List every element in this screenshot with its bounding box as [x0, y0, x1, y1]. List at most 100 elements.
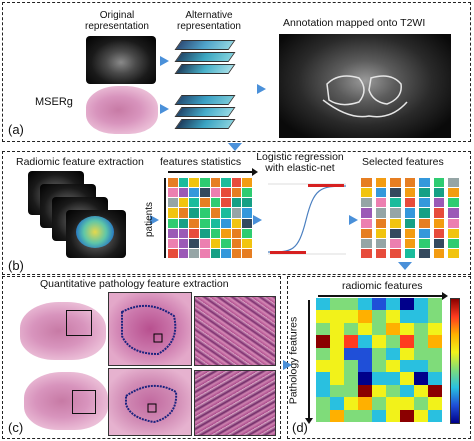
heatmap-cell: [344, 397, 358, 410]
selected-cell: [361, 238, 372, 248]
heatmap-cell: [428, 409, 442, 422]
alt-slab-2: [174, 52, 236, 62]
selected-cell: [404, 218, 416, 228]
heatmap-cell: [372, 372, 386, 385]
arrow-b3: [349, 215, 358, 225]
stats-cell: [189, 178, 199, 188]
heatmap-cell: [414, 310, 428, 323]
stats-cell: [178, 218, 189, 228]
stats-cell: [221, 248, 231, 258]
selected-cell: [433, 248, 445, 258]
pathology-axis-arrowhead: [305, 418, 313, 424]
mserg-label: MSERg: [35, 96, 73, 108]
heatmap-cell: [344, 335, 358, 348]
stats-cell: [221, 178, 231, 188]
arrow-a2: [160, 104, 169, 114]
selected-cell: [448, 238, 459, 248]
heatmap-cell: [358, 372, 372, 385]
heatmap-cell: [358, 384, 372, 398]
stats-cell: [178, 248, 189, 258]
heatmap-cell: [400, 347, 414, 360]
selected-cell: [390, 228, 401, 238]
heatmap-cell: [316, 298, 330, 311]
stats-top-arrowhead: [252, 168, 258, 176]
heatmap-cell: [428, 322, 442, 336]
heatmap-cell: [344, 322, 358, 336]
stats-cell: [221, 218, 231, 228]
stats-cell: [242, 228, 252, 238]
heatmap-cell: [414, 397, 428, 410]
stats-cell: [221, 208, 231, 218]
alt-slab-5: [174, 107, 236, 117]
selected-cell: [448, 248, 459, 258]
selected-cell: [448, 178, 459, 188]
heatmap-cell: [428, 397, 442, 410]
stats-cell: [221, 228, 231, 238]
stats-cell: [168, 228, 178, 238]
stats-cell: [199, 228, 210, 238]
heatmap-cell: [400, 384, 414, 398]
heatmap-cell: [344, 409, 358, 422]
panel-c-label: (c): [8, 420, 24, 435]
heatmap-cell: [316, 359, 330, 373]
heatmap-cell: [372, 298, 386, 311]
alt-slab-3: [174, 64, 236, 74]
heatmap-cell: [372, 384, 386, 398]
selected-cell: [375, 228, 387, 238]
selected-cell: [448, 228, 459, 238]
heatmap-cell: [330, 409, 344, 422]
selected-cell: [419, 178, 430, 188]
stats-cell: [189, 198, 199, 208]
heatmap-cell: [330, 335, 344, 348]
heatmap-cell: [400, 359, 414, 373]
stats-cell: [189, 208, 199, 218]
panel-c: [2, 276, 281, 439]
arrow-a3: [257, 84, 266, 94]
selected-cell: [404, 198, 416, 208]
selected-cell: [419, 188, 430, 198]
stats-cell: [178, 238, 189, 248]
stats-cell: [221, 238, 231, 248]
stats-cell: [178, 198, 189, 208]
heatmap-cell: [316, 397, 330, 410]
stats-cell: [242, 208, 252, 218]
selected-cell: [390, 208, 401, 218]
panel-d: [287, 276, 471, 439]
stats-cell: [168, 248, 178, 258]
zoom-image-2: [108, 368, 192, 436]
heatmap-cell: [386, 359, 400, 373]
selected-cell: [361, 248, 372, 258]
stats-cell: [199, 238, 210, 248]
stats-cell: [231, 178, 242, 188]
heatmap-cell: [400, 298, 414, 311]
heatmap-cell: [330, 397, 344, 410]
heatmap-cell: [330, 310, 344, 323]
stats-cell: [231, 218, 242, 228]
stats-cell: [210, 198, 221, 208]
selected-cell: [448, 198, 459, 208]
selected-cell: [375, 198, 387, 208]
heatmap-cell: [344, 310, 358, 323]
zoom-image-1: [108, 292, 192, 366]
stats-left-axis: [164, 178, 166, 258]
heatmap-cell: [316, 322, 330, 336]
heatmap-cell: [358, 397, 372, 410]
stats-cell: [168, 238, 178, 248]
heatmap-cell: [344, 298, 358, 311]
selected-cell: [361, 228, 372, 238]
selected-cell: [433, 228, 445, 238]
stats-cell: [242, 248, 252, 258]
stats-cell: [210, 218, 221, 228]
selected-cell: [419, 248, 430, 258]
heatmap-cell: [414, 359, 428, 373]
selected-cell: [375, 188, 387, 198]
heatmap-cell: [372, 347, 386, 360]
heatmap-cell: [372, 397, 386, 410]
heatmap-cell: [428, 384, 442, 398]
zoom-annotation-overlay: [121, 305, 178, 424]
stats-cell: [210, 188, 221, 198]
heatmap-cell: [400, 335, 414, 348]
heatmap-cell: [414, 384, 428, 398]
heatmap-cell: [344, 359, 358, 373]
heatmap-cell: [344, 384, 358, 398]
